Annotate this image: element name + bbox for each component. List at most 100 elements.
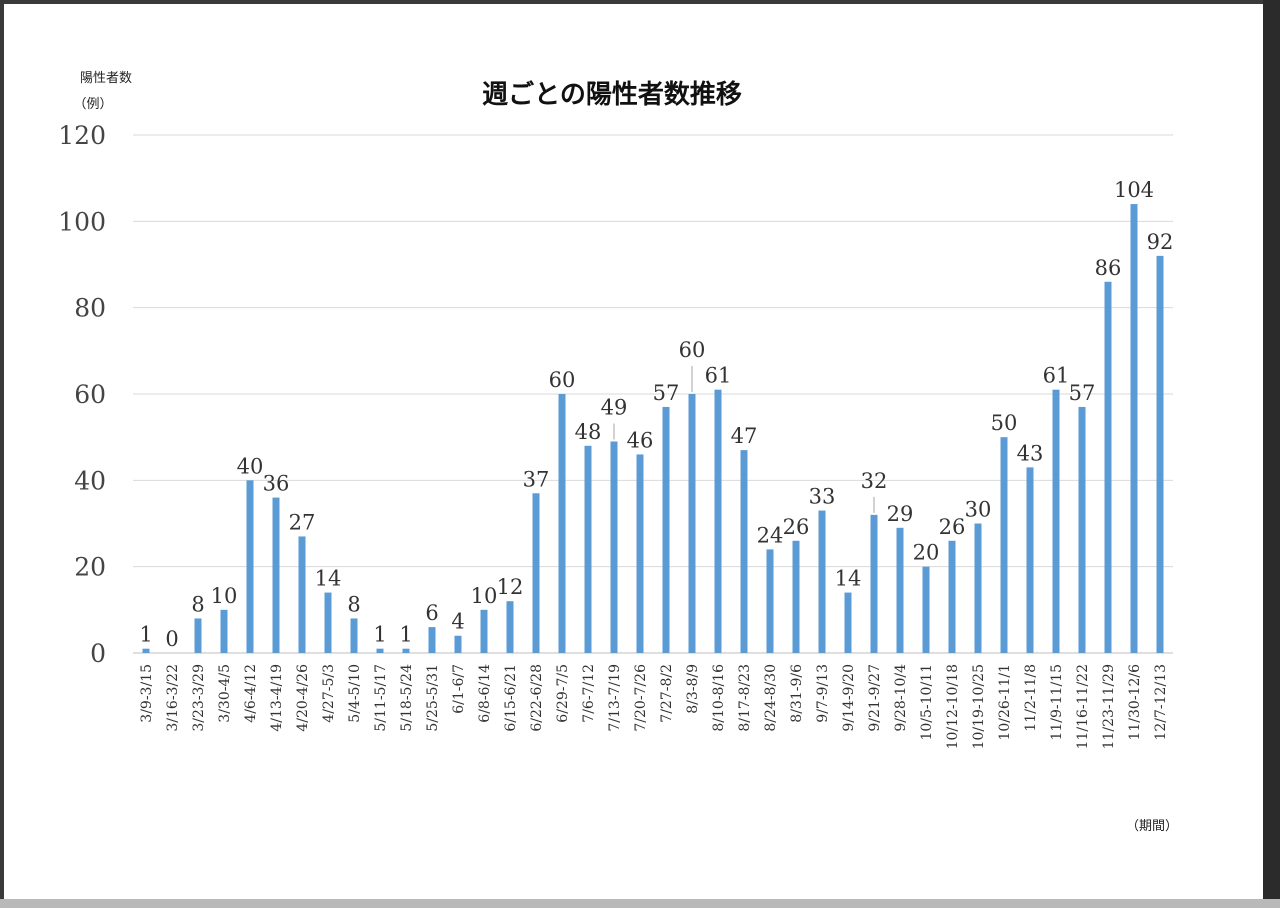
x-tick-label: 8/24-8/30	[763, 664, 779, 732]
x-tick-label: 11/2-11/8	[1023, 664, 1039, 732]
data-label: 20	[913, 541, 940, 565]
data-label: 92	[1147, 230, 1174, 254]
y-tick-label: 60	[74, 380, 106, 409]
bar	[350, 618, 358, 653]
x-tick-label: 5/18-5/24	[399, 664, 415, 732]
data-label: 6	[425, 601, 438, 625]
bar	[272, 497, 280, 653]
x-tick-label: 11/30-12/6	[1127, 664, 1143, 741]
y-tick-label: 0	[90, 639, 106, 668]
x-tick-label: 10/12-10/18	[945, 664, 961, 749]
data-label: 60	[679, 338, 706, 362]
data-label: 30	[965, 498, 992, 522]
window-bottom-border	[0, 899, 1280, 908]
x-tick-label: 6/22-6/28	[529, 664, 545, 732]
bar	[688, 394, 696, 653]
bar	[220, 609, 228, 653]
data-label: 86	[1095, 256, 1122, 280]
data-label: 104	[1114, 178, 1154, 202]
bars	[142, 204, 1164, 654]
data-label: 29	[887, 502, 914, 526]
data-label: 33	[809, 485, 836, 509]
y-tick-label: 20	[74, 553, 106, 582]
y-axis-unit-paren: （例）	[73, 97, 112, 112]
data-label: 0	[165, 627, 178, 651]
x-tick-label: 7/6-7/12	[581, 664, 597, 723]
x-tick-label: 8/17-8/23	[737, 664, 753, 732]
data-label: 60	[549, 368, 576, 392]
data-label: 50	[991, 411, 1018, 435]
bar	[974, 523, 982, 653]
bar	[948, 540, 956, 653]
y-tick-label: 120	[58, 121, 106, 150]
x-tick-label: 6/1-6/7	[451, 664, 467, 714]
data-label: 27	[289, 510, 316, 534]
y-tick-label: 40	[74, 466, 106, 495]
bar	[1026, 467, 1034, 653]
bar	[376, 648, 384, 653]
x-tick-label: 4/27-5/3	[321, 664, 337, 723]
data-label: 61	[1043, 364, 1070, 388]
data-label: 43	[1017, 441, 1044, 465]
bar	[714, 389, 722, 653]
x-tick-label: 3/30-4/5	[217, 664, 233, 723]
bar	[142, 648, 150, 653]
x-tick-label: 3/23-3/29	[191, 664, 207, 732]
x-tick-label: 5/25-5/31	[425, 664, 441, 732]
data-label: 1	[399, 623, 412, 647]
x-tick-label: 6/15-6/21	[503, 664, 519, 732]
x-tick-label: 9/14-9/20	[841, 664, 857, 732]
y-axis-ticks: 0 20 40 60 80 100 120	[58, 121, 106, 668]
data-label: 8	[191, 592, 204, 616]
x-tick-label: 12/7-12/13	[1153, 664, 1169, 741]
data-label: 4	[451, 610, 464, 634]
x-tick-label: 3/16-3/22	[165, 664, 181, 732]
bar	[896, 527, 904, 653]
data-label: 12	[497, 575, 524, 599]
chart-title: 週ごとの陽性者数推移	[482, 79, 742, 110]
x-tick-label: 6/8-6/14	[477, 664, 493, 723]
x-tick-label: 7/27-8/2	[659, 664, 675, 723]
bar	[1052, 389, 1060, 653]
bar	[324, 592, 332, 653]
x-tick-label: 7/20-7/26	[633, 664, 649, 732]
data-label: 10	[211, 584, 238, 608]
bar	[428, 627, 436, 653]
data-label: 26	[783, 515, 810, 539]
bar	[298, 536, 306, 653]
bar	[1000, 437, 1008, 653]
bar	[610, 441, 618, 653]
x-tick-label: 10/26-11/1	[997, 664, 1013, 741]
data-label: 14	[315, 567, 342, 591]
data-label: 48	[575, 420, 602, 444]
data-label: 57	[1069, 381, 1096, 405]
bar	[922, 566, 930, 653]
x-tick-label: 4/13-4/19	[269, 664, 285, 732]
x-tick-label: 6/29-7/5	[555, 664, 571, 723]
data-label: 24	[757, 523, 784, 547]
bar	[246, 480, 254, 653]
x-tick-label: 4/20-4/26	[295, 664, 311, 732]
bar	[1078, 406, 1086, 653]
x-tick-label: 9/28-10/4	[893, 664, 909, 732]
bar	[1156, 255, 1164, 653]
bar	[766, 549, 774, 653]
data-label: 1	[139, 623, 152, 647]
bar	[740, 450, 748, 653]
bar	[506, 601, 514, 653]
data-label: 1	[373, 623, 386, 647]
bar	[480, 609, 488, 653]
window-right-border	[1263, 0, 1280, 908]
x-tick-label: 5/11-5/17	[373, 664, 389, 732]
data-label: 49	[601, 395, 628, 419]
bar	[636, 454, 644, 653]
data-label: 47	[731, 424, 758, 448]
x-tick-label: 8/10-8/16	[711, 664, 727, 732]
bar	[844, 592, 852, 653]
bar	[1104, 281, 1112, 653]
data-label: 37	[523, 467, 550, 491]
bar	[870, 514, 878, 653]
x-tick-label: 8/3-8/9	[685, 664, 701, 714]
data-label: 32	[861, 469, 888, 493]
